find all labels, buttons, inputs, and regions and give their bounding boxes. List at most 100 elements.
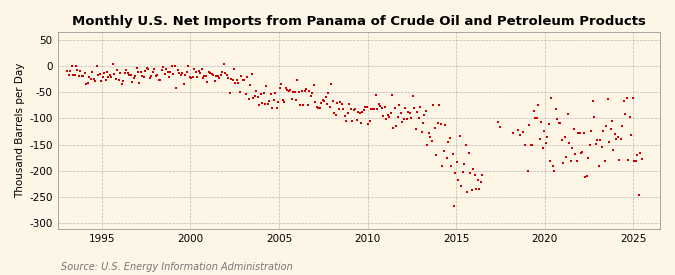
Point bbox=[412, 109, 423, 114]
Point bbox=[296, 89, 307, 94]
Point bbox=[428, 102, 439, 107]
Point bbox=[279, 99, 290, 104]
Point bbox=[313, 106, 323, 111]
Point bbox=[397, 120, 408, 124]
Point bbox=[187, 74, 198, 79]
Point bbox=[333, 107, 344, 111]
Point bbox=[433, 120, 443, 125]
Point bbox=[375, 104, 385, 108]
Point bbox=[72, 68, 83, 72]
Point bbox=[366, 107, 377, 111]
Point bbox=[453, 177, 464, 182]
Point bbox=[153, 78, 164, 82]
Point bbox=[630, 159, 641, 164]
Point bbox=[144, 76, 155, 81]
Point bbox=[618, 99, 629, 104]
Point bbox=[444, 136, 455, 140]
Point bbox=[240, 91, 251, 96]
Point bbox=[459, 162, 470, 167]
Point bbox=[319, 99, 329, 103]
Point bbox=[555, 121, 566, 125]
Point bbox=[224, 90, 235, 95]
Point bbox=[323, 91, 334, 95]
Point bbox=[116, 82, 127, 86]
Point bbox=[518, 130, 529, 134]
Point bbox=[121, 68, 132, 72]
Point bbox=[91, 64, 102, 68]
Point bbox=[286, 97, 297, 101]
Point bbox=[177, 71, 188, 76]
Point bbox=[422, 142, 433, 147]
Point bbox=[198, 75, 209, 80]
Point bbox=[598, 129, 609, 133]
Text: Source: U.S. Energy Information Administration: Source: U.S. Energy Information Administ… bbox=[61, 262, 292, 272]
Point bbox=[522, 169, 533, 174]
Point bbox=[560, 135, 570, 140]
Point bbox=[592, 138, 603, 142]
Point bbox=[531, 116, 542, 120]
Point bbox=[520, 143, 531, 147]
Point bbox=[599, 159, 610, 163]
Point bbox=[435, 122, 446, 126]
Point bbox=[238, 78, 248, 82]
Point bbox=[69, 73, 80, 77]
Point bbox=[607, 119, 618, 123]
Point bbox=[149, 67, 160, 71]
Point bbox=[329, 111, 340, 115]
Point bbox=[155, 78, 165, 82]
Point bbox=[246, 72, 257, 76]
Point bbox=[362, 105, 373, 109]
Point bbox=[289, 90, 300, 94]
Point bbox=[617, 124, 628, 129]
Point bbox=[549, 169, 560, 174]
Point bbox=[623, 157, 634, 162]
Point bbox=[608, 148, 619, 152]
Point bbox=[446, 164, 456, 169]
Point bbox=[515, 133, 526, 137]
Point bbox=[462, 190, 472, 194]
Point bbox=[443, 139, 454, 144]
Point bbox=[410, 127, 421, 131]
Point bbox=[546, 95, 557, 100]
Point bbox=[130, 74, 140, 79]
Point bbox=[168, 72, 179, 76]
Point bbox=[562, 112, 573, 116]
Point bbox=[203, 70, 214, 75]
Point bbox=[315, 106, 325, 110]
Point bbox=[591, 141, 601, 146]
Point bbox=[610, 131, 620, 136]
Point bbox=[207, 72, 217, 76]
Point bbox=[449, 204, 460, 208]
Point bbox=[603, 140, 614, 145]
Point bbox=[269, 98, 279, 102]
Point bbox=[576, 151, 587, 155]
Point bbox=[260, 101, 271, 106]
Point bbox=[307, 91, 318, 95]
Point bbox=[341, 119, 352, 124]
Point bbox=[602, 97, 613, 101]
Point bbox=[439, 123, 450, 128]
Point bbox=[76, 74, 87, 79]
Point bbox=[391, 124, 402, 128]
Point bbox=[406, 116, 416, 120]
Point bbox=[255, 92, 266, 96]
Point bbox=[311, 104, 322, 109]
Point bbox=[78, 74, 89, 79]
Point bbox=[347, 119, 358, 123]
Point bbox=[211, 74, 221, 78]
Point bbox=[527, 143, 538, 147]
Point bbox=[460, 143, 471, 147]
Point bbox=[276, 82, 287, 86]
Point bbox=[474, 186, 485, 191]
Point bbox=[152, 73, 163, 77]
Point bbox=[581, 174, 592, 178]
Point bbox=[525, 142, 536, 147]
Point bbox=[534, 137, 545, 141]
Point bbox=[539, 129, 549, 133]
Point bbox=[291, 98, 302, 103]
Point bbox=[556, 138, 567, 142]
Point bbox=[122, 71, 133, 75]
Point bbox=[82, 81, 93, 85]
Point bbox=[127, 79, 138, 84]
Point bbox=[271, 106, 282, 110]
